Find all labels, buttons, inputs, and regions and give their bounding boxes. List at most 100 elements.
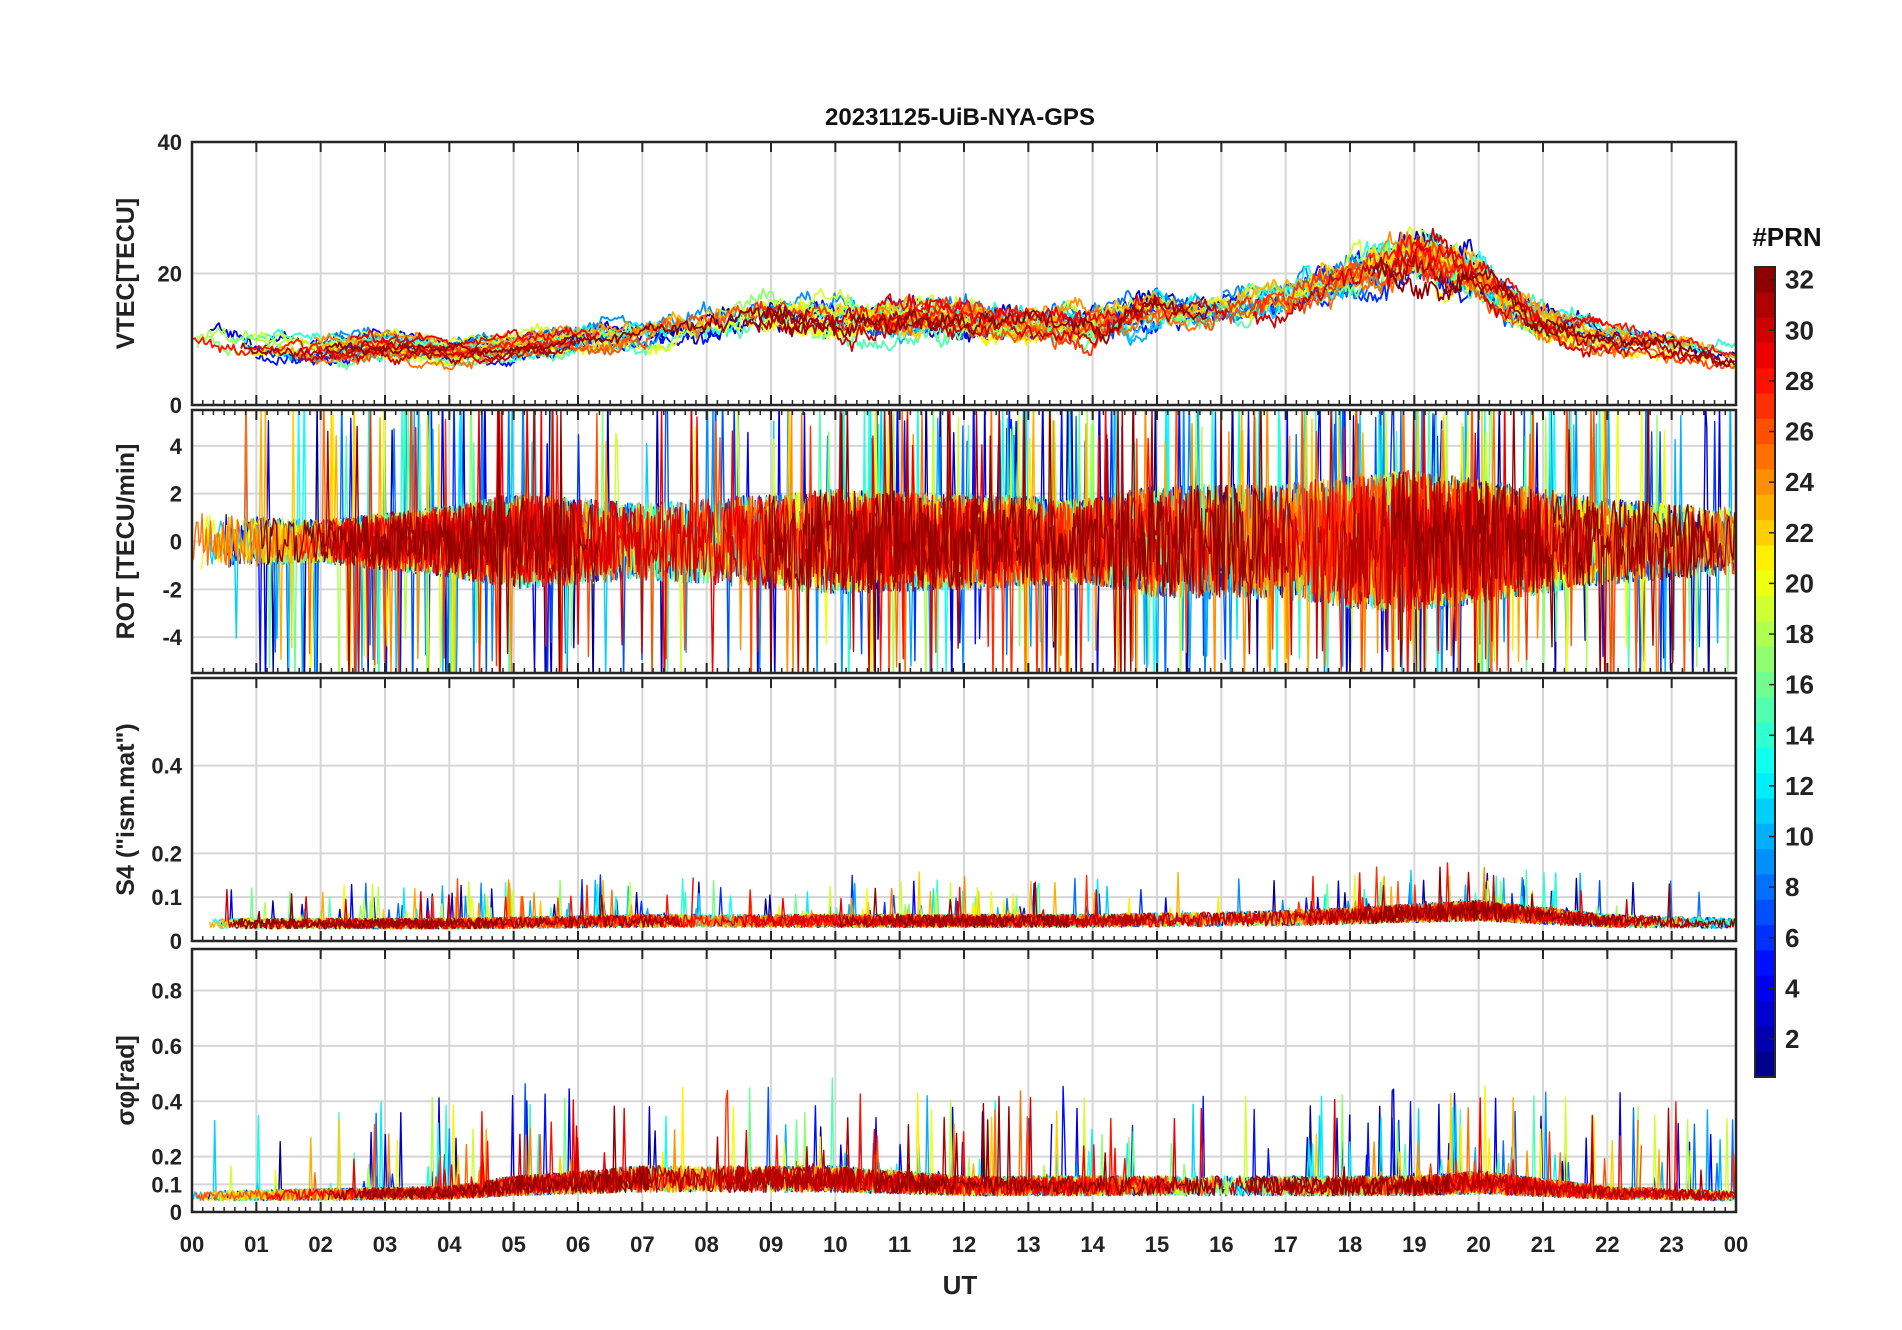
series-prn-32 (327, 1105, 654, 1201)
panel-rot-ytick-label: 2 (170, 482, 182, 507)
series-prn-32 (260, 410, 599, 673)
colorbar-tick-label: 22 (1785, 518, 1814, 548)
colorbar-tick-label: 20 (1785, 568, 1814, 598)
colorbar-tick-label: 8 (1785, 872, 1799, 902)
x-axis-tick-labels: 00 01 02 03 04 05 06 07 08 09 10 11 12 13 14 15 16 17 18 19… (180, 1232, 1748, 1257)
colorbar-step-2 (1755, 1026, 1775, 1053)
panel-rot-ytick-label: 0 (170, 530, 182, 555)
panel-s4-ytick-label: 0.4 (151, 754, 182, 779)
colorbar-step-15 (1755, 697, 1775, 724)
colorbar-step-31 (1755, 292, 1775, 319)
x-tick-label: 06 (566, 1232, 590, 1257)
series-prn-31 (742, 307, 963, 335)
panel-s4: 0 0.1 0.2 0.4 S4 ("ism.mat") (112, 676, 1738, 954)
x-tick-label: 12 (952, 1232, 976, 1257)
colorbar-step-5 (1755, 950, 1775, 977)
x-tick-label: 20 (1466, 1232, 1490, 1257)
panel-rot-ytick-label: -2 (162, 577, 182, 602)
colorbar-step-32 (1755, 267, 1775, 293)
series-prn-32 (838, 887, 1069, 929)
x-tick-label: 02 (308, 1232, 332, 1257)
colorbar-step-4 (1755, 975, 1775, 1002)
colorbar-step-26 (1755, 418, 1775, 445)
x-tick-label: 19 (1402, 1232, 1426, 1257)
x-tick-label: 14 (1080, 1232, 1105, 1257)
panel-sigma-ytick-label: 0.1 (151, 1172, 182, 1197)
panel-sigma-ytick-label: 0.2 (151, 1145, 182, 1170)
colorbar-step-23 (1755, 494, 1775, 521)
x-tick-label: 10 (823, 1232, 847, 1257)
panel-rot-ytick-label: 4 (170, 434, 183, 459)
series-prn-30 (1368, 874, 1655, 928)
colorbar-tick-label: 24 (1785, 467, 1814, 497)
colorbar-step-27 (1755, 393, 1775, 420)
x-tick-label: 05 (501, 1232, 525, 1257)
x-tick-label: 18 (1338, 1232, 1362, 1257)
series-prn-30 (297, 343, 552, 366)
colorbar-step-1 (1755, 1051, 1775, 1078)
colorbar-step-16 (1755, 672, 1775, 698)
x-tick-label: 04 (437, 1232, 462, 1257)
colorbar-step-10 (1755, 823, 1775, 850)
panel-rot-ytick-label: -4 (162, 625, 182, 650)
x-tick-label: 13 (1016, 1232, 1040, 1257)
panel-rot-series (192, 410, 1736, 673)
panel-sigma-ytick-label: 0.4 (151, 1089, 182, 1114)
colorbar-tick-label: 4 (1785, 973, 1800, 1003)
panel-s4-ytick-label: 0 (170, 929, 182, 954)
panel-rot: -4 -2 0 2 4 ROT [TECU/min] (112, 408, 1738, 675)
panel-rot-ylabel: ROT [TECU/min] (112, 444, 140, 640)
series-prn-32 (764, 410, 1266, 673)
colorbar-frame (1754, 266, 1776, 1078)
x-tick-label: 17 (1273, 1232, 1297, 1257)
x-tick-label: 00 (1724, 1232, 1748, 1257)
series-prn-32 (875, 1095, 1225, 1197)
panel-vtec-ytick-label: 0 (170, 393, 182, 418)
colorbar-tick-label: 30 (1785, 315, 1814, 345)
colorbar-step-14 (1755, 722, 1775, 749)
series-prn-27 (750, 296, 1121, 357)
series-prn-32 (1248, 1166, 1451, 1197)
colorbar-step-12 (1755, 773, 1775, 800)
x-tick-label: 11 (888, 1232, 911, 1257)
colorbar-step-19 (1755, 596, 1775, 622)
colorbar-step-18 (1755, 621, 1775, 648)
colorbar-step-6 (1755, 925, 1775, 952)
panel-sigma-ytick-label: 0.6 (151, 1034, 182, 1059)
panel-vtec-ytick-label: 20 (158, 262, 182, 287)
series-prn-32 (232, 893, 681, 930)
panel-s4-series (208, 862, 1736, 930)
colorbar-step-24 (1755, 469, 1775, 496)
series-prn-32 (1358, 866, 1736, 929)
series-prn-32 (1392, 410, 1736, 673)
colorbar-step-8 (1755, 874, 1775, 901)
x-tick-label: 03 (373, 1232, 397, 1257)
colorbar-step-21 (1755, 545, 1775, 572)
panel-sigma-ytick-label: 0 (170, 1200, 182, 1225)
colorbar-step-3 (1755, 1001, 1775, 1027)
x-tick-label: 23 (1659, 1232, 1683, 1257)
colorbar-step-17 (1755, 646, 1775, 673)
panel-vtec-ytick-label: 40 (158, 130, 182, 155)
panel-s4-ytick-label: 0.1 (151, 885, 182, 910)
panel-s4-ylabel: S4 ("ism.mat") (112, 723, 140, 895)
panel-vtec-ylabel: VTEC[TECU] (112, 198, 140, 349)
colorbar-step-22 (1755, 520, 1775, 547)
series-prn-28 (1378, 234, 1736, 357)
panel-vtec-series (192, 226, 1736, 371)
panel-sigma: 0 0.10.2 0.4 0.6 0.8 σφ[rad] (112, 947, 1738, 1225)
colorbar-step-13 (1755, 747, 1775, 774)
colorbar-tick-label: 26 (1785, 417, 1814, 447)
colorbar-step-7 (1755, 899, 1775, 926)
colorbar-tick-label: 16 (1785, 670, 1814, 700)
series-prn-31 (240, 339, 576, 366)
x-tick-label: 01 (244, 1232, 268, 1257)
x-tick-label: 07 (630, 1232, 654, 1257)
x-tick-label: 16 (1209, 1232, 1233, 1257)
x-tick-label: 00 (180, 1232, 204, 1257)
colorbar-tick-label: 28 (1785, 366, 1814, 396)
panel-sigma-series (192, 1077, 1736, 1202)
